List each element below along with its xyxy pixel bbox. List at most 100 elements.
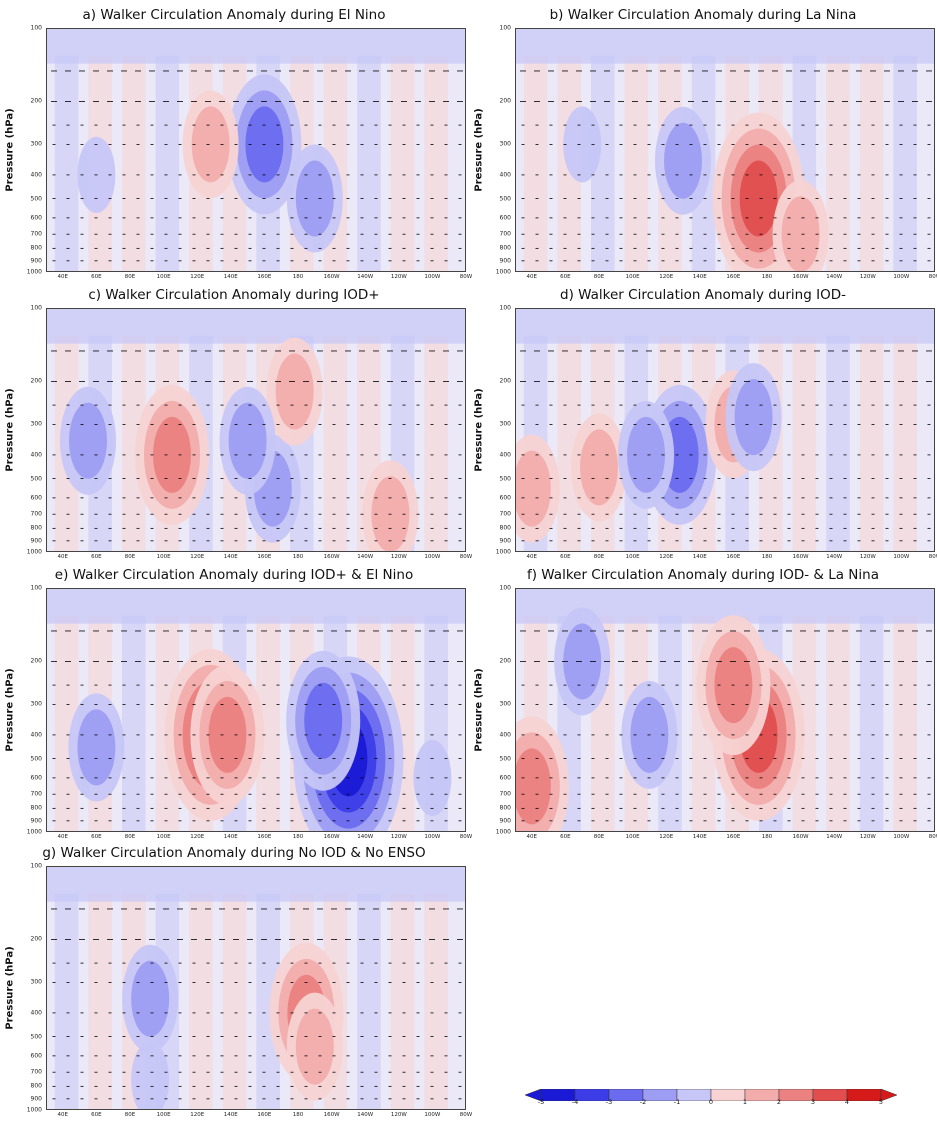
wind-vectors [520,350,932,542]
y-axis-label: Pressure (hPa) [4,946,16,1030]
upper-band [515,308,935,344]
anomaly-contour-pos-3 [515,748,551,825]
heatmap-svg [46,866,466,1110]
x-tick-label: 140E [692,834,707,840]
y-tick-label: 300 [30,140,42,148]
x-tick-label: 100E [625,834,640,840]
x-tick-label: 120E [190,834,205,840]
anomaly-contour-neg-2 [734,379,773,456]
y-tick-label: 500 [30,1033,42,1041]
heatmap-plot [515,28,935,272]
x-tick-label: 120E [190,1112,205,1118]
x-tick-label: 160E [726,554,741,560]
colorbar-segment [540,1088,576,1102]
x-tick-label: 160W [323,834,340,840]
x-tick-label: 40E [526,834,538,840]
anomaly-contour-neg-2 [69,402,107,479]
x-tick-label: 140W [357,1112,374,1118]
x-tick-label: 100W [893,834,910,840]
y-tick-label: 800 [499,244,511,252]
panel-title: g) Walker Circulation Anomaly during No … [42,845,426,861]
anomaly-contour-neg-2 [627,416,666,493]
x-tick-label: 140W [826,554,843,560]
x-tick-label: 80W [459,1112,473,1118]
plot-frame [515,28,935,272]
x-tick-label: 80W [459,554,473,560]
x-tick-label: 80E [124,834,136,840]
anomaly-contour-neg-2 [131,960,170,1037]
anomaly-contour-neg-2 [563,623,602,700]
upper-band [46,308,466,344]
anomaly-contour-pos-2 [515,450,551,527]
x-tick-label: 160W [792,834,809,840]
y-axis-label: Pressure (hPa) [4,108,16,192]
x-tick-label: 100W [424,554,441,560]
x-tick-label: 80E [124,554,136,560]
upper-band [46,28,466,64]
plot-frame [46,308,466,552]
y-tick-label: 300 [499,420,511,428]
weak-anomaly-band [826,55,850,272]
y-tick-label: 700 [30,230,42,238]
x-tick-label: 40E [526,274,538,280]
y-tick-labels: 100 200 300 400 500 600 700 800 900 1000 [20,585,44,836]
y-tick-label: 700 [499,510,511,518]
colorbar-label: 2 [776,1098,782,1106]
y-tick-label: 400 [30,1009,42,1017]
y-tick-labels: 100 200 300 400 500 600 700 800 900 1000 [20,25,44,276]
x-tick-labels: 40E 60E 80E 100E 120E 140E 160E 180 160W 140W 120W… [515,834,937,844]
x-tick-label: 140E [223,1112,238,1118]
colorbar-label: -3 [605,1098,613,1106]
y-tick-label: 1000 [495,268,511,276]
plot-frame [46,588,466,832]
weak-anomaly-band [357,55,381,272]
x-tick-label: 80E [593,554,605,560]
panel-title: d) Walker Circulation Anomaly during IOD… [560,287,846,303]
y-tick-label: 800 [30,1082,42,1090]
heatmap-plot [46,866,466,1110]
y-tick-label: 400 [499,171,511,179]
wind-vectors [520,70,932,262]
heatmap-svg [46,28,466,272]
y-tick-label: 700 [30,510,42,518]
y-tick-label: 300 [30,420,42,428]
x-tick-label: 160W [323,274,340,280]
y-tick-label: 600 [30,774,42,782]
y-tick-label: 300 [499,140,511,148]
x-tick-labels: 40E 60E 80E 100E 120E 140E 160E 180 160W 140W 120W… [515,274,937,284]
y-tick-labels: 100 200 300 400 500 600 700 800 900 1000 [489,25,513,276]
y-tick-label: 200 [30,97,42,105]
x-tick-label: 140W [826,834,843,840]
panel-title: b) Walker Circulation Anomaly during La … [549,7,857,23]
y-tick-label: 700 [499,790,511,798]
weak-anomaly-band [893,55,917,272]
x-tick-label: 120W [859,274,876,280]
panel-g: g) Walker Circulation Anomaly during No … [0,842,473,1124]
x-tick-label: 40E [57,274,69,280]
x-tick-label: 180 [292,1112,304,1118]
x-tick-label: 80E [124,1112,136,1118]
x-tick-label: 80W [928,554,937,560]
x-tick-label: 120W [390,274,407,280]
x-tick-label: 40E [526,554,538,560]
x-tick-label: 160W [323,1112,340,1118]
y-tick-labels: 100 200 300 400 500 600 700 800 900 1000 [20,863,44,1114]
weak-anomaly-band [424,893,448,1110]
y-tick-label: 1000 [26,268,42,276]
panel-d: d) Walker Circulation Anomaly during IOD… [469,284,937,564]
heatmap-svg [515,308,935,552]
anomaly-contour-pos-4 [739,160,778,237]
weak-anomaly-band [122,55,146,272]
x-tick-label: 120E [659,554,674,560]
anomaly-contour-neg-2 [77,709,116,786]
x-tick-label: 100E [625,554,640,560]
x-tick-label: 100E [156,1112,171,1118]
heatmap-svg [515,28,935,272]
wind-vectors [51,350,463,542]
colorbar-label: -5 [537,1098,545,1106]
y-tick-label: 900 [30,817,42,825]
heatmap-svg [515,588,935,832]
y-tick-label: 800 [30,804,42,812]
x-tick-label: 100E [156,834,171,840]
y-tick-label: 500 [30,195,42,203]
